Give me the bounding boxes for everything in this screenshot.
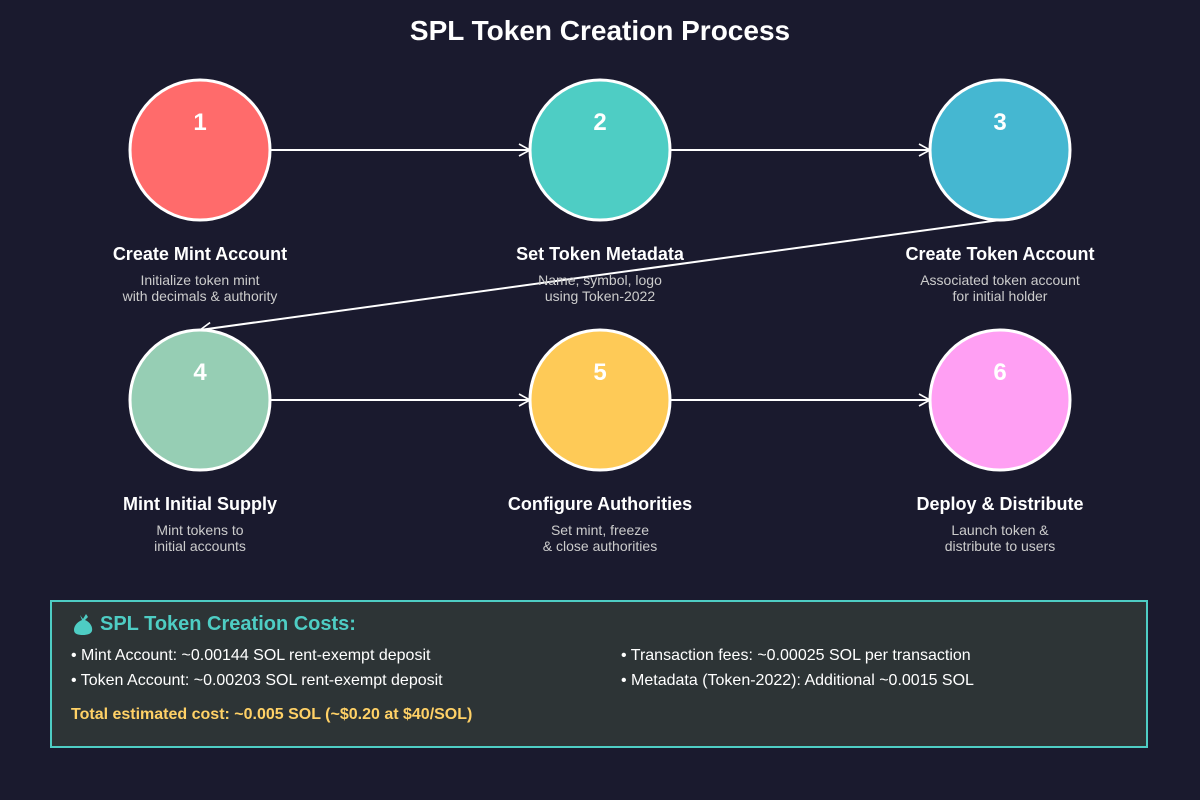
step-6-desc-line2: distribute to users — [945, 538, 1056, 554]
step-3-circle — [928, 78, 1072, 222]
step-5-number: 5 — [593, 359, 606, 386]
step-3-desc-line1: Associated token account — [920, 272, 1080, 288]
money-bag-icon — [74, 614, 93, 635]
step-4-desc-line2: initial accounts — [154, 538, 246, 554]
step-5-title: Configure Authorities — [508, 494, 692, 514]
step-1-desc-line1: Initialize token mint — [140, 272, 259, 288]
step-2-title: Set Token Metadata — [516, 244, 685, 264]
step-5-desc-line2: & close authorities — [543, 538, 657, 554]
step-1-desc-line2: with decimals & authority — [122, 288, 278, 304]
step-4: 4 Mint Initial Supply Mint tokens to ini… — [123, 328, 277, 554]
step-2-desc-line2: using Token-2022 — [545, 288, 655, 304]
costs-panel: SPL Token Creation Costs: • Mint Account… — [50, 600, 1148, 748]
cost-item-token-account: • Token Account: ~0.00203 SOL rent-exemp… — [71, 672, 443, 689]
step-1-number: 1 — [193, 109, 206, 136]
total-cost: Total estimated cost: ~0.005 SOL (~$0.20… — [71, 706, 473, 723]
step-3-title: Create Token Account — [905, 244, 1094, 264]
cost-item-metadata: • Metadata (Token-2022): Additional ~0.0… — [621, 672, 974, 689]
step-5: 5 Configure Authorities Set mint, freeze… — [508, 328, 692, 554]
diagram-title: SPL Token Creation Process — [410, 15, 790, 46]
step-2-circle — [528, 78, 672, 222]
step-2: 2 Set Token Metadata Name, symbol, logo … — [516, 78, 685, 304]
step-5-circle — [528, 328, 672, 472]
step-4-title: Mint Initial Supply — [123, 494, 277, 514]
step-6: 6 Deploy & Distribute Launch token & dis… — [916, 328, 1084, 554]
costs-heading: SPL Token Creation Costs: — [72, 612, 356, 636]
cost-item-transaction-fees: • Transaction fees: ~0.00025 SOL per tra… — [621, 647, 971, 664]
step-6-number: 6 — [993, 359, 1006, 386]
step-2-desc-line1: Name, symbol, logo — [538, 272, 662, 288]
arrow-3-to-4 — [198, 219, 1001, 336]
step-1-circle — [128, 78, 272, 222]
step-4-circle — [128, 328, 272, 472]
costs-title: SPL Token Creation Costs: — [100, 612, 356, 635]
step-3: 3 Create Token Account Associated token … — [905, 78, 1095, 304]
step-1-title: Create Mint Account — [113, 244, 287, 264]
step-5-desc-line1: Set mint, freeze — [551, 522, 649, 538]
cost-item-mint-account: • Mint Account: ~0.00144 SOL rent-exempt… — [71, 647, 431, 664]
step-6-title: Deploy & Distribute — [916, 494, 1083, 514]
step-6-circle — [928, 328, 1072, 472]
step-2-number: 2 — [593, 109, 606, 136]
step-4-desc-line1: Mint tokens to — [156, 522, 243, 538]
step-4-number: 4 — [193, 359, 207, 386]
step-3-desc-line2: for initial holder — [953, 288, 1048, 304]
step-1: 1 Create Mint Account Initialize token m… — [113, 78, 287, 304]
process-diagram: SPL Token Creation Process 1 Create Mint… — [113, 15, 1095, 554]
step-3-number: 3 — [993, 109, 1006, 136]
step-6-desc-line1: Launch token & — [951, 522, 1049, 538]
